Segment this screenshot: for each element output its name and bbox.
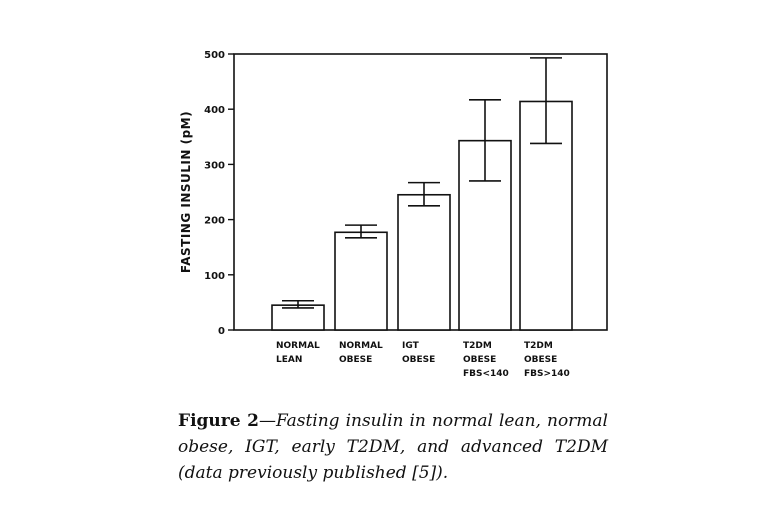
chart-area: 0 100 200 300 400 500 FASTING INSULIN (pM) NORM… [179,50,608,379]
bar [397,193,451,331]
x-tick-label: OBESE [524,355,557,365]
bar [334,231,388,331]
y-axis-label: FASTING INSULIN (pM) [179,111,193,273]
y-tick-label: 300 [204,160,225,171]
caption-text: —Fasting insulin in normal lean, normal … [178,411,608,483]
x-tick-label: NORMAL [276,341,320,351]
y-tick-label: 500 [204,50,225,61]
x-tick-label: T2DM [524,341,553,351]
bar-chart: 0 100 200 300 400 500 FASTING INSULIN (pM) NORM… [179,50,608,379]
x-tick-label: OBESE [339,355,372,365]
y-tick-label: 200 [204,216,225,227]
x-tick-label: FBS>140 [524,369,570,379]
x-tick-label: T2DM [463,341,492,351]
y-tick-label: 100 [204,271,225,282]
x-tick-label: LEAN [276,355,302,365]
x-tick-label: OBESE [402,355,435,365]
caption-lead: Figure 2 [178,411,259,431]
bar [271,304,325,331]
y-tick-label: 0 [218,326,225,337]
x-tick-label: NORMAL [339,341,383,351]
x-tick-label: OBESE [463,355,496,365]
x-tick-label: IGT [402,341,420,351]
figure-caption: Figure 2—Fasting insulin in normal lean,… [178,408,608,486]
x-tick-label: FBS<140 [463,369,509,379]
y-tick-label: 400 [204,105,225,116]
